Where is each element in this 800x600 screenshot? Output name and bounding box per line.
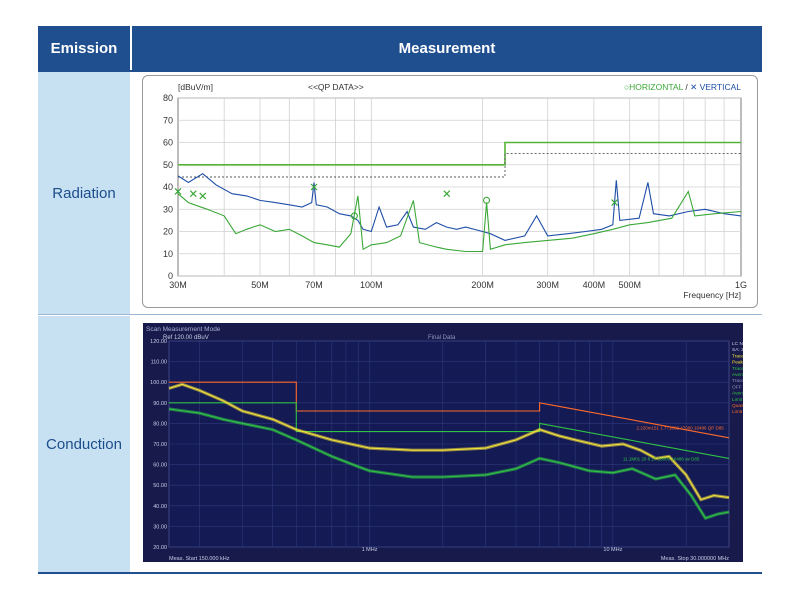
y-tick-label: 60	[163, 138, 173, 148]
series-average	[168, 408, 730, 519]
side-legend-item: Peak	[732, 360, 743, 366]
reference-level: Ref 120.00 dBuV	[163, 335, 209, 341]
qp-data-label: <<QP DATA>>	[308, 82, 364, 92]
x-tick-label: 300M	[536, 280, 559, 290]
y-tick-label: 120.00	[150, 339, 167, 345]
peak-annotation: 11.1M01 20 8 17.18000 10486 av D85	[623, 456, 700, 461]
header-divider	[38, 70, 762, 72]
y-tick-label: 40	[163, 182, 173, 192]
table-bottom-rule	[38, 572, 762, 574]
series-peak	[168, 383, 730, 501]
y-axis-label: [dBuV/m]	[178, 82, 213, 92]
side-legend-item: Average	[732, 391, 743, 397]
side-legend-item: LC Nest	[732, 341, 743, 347]
radiation-label: Radiation	[38, 72, 130, 314]
y-tick-label: 50.00	[153, 483, 167, 489]
conduction-chart-frame: Scan Measurement Mode Ref 120.00 dBuV Fina…	[143, 323, 752, 562]
measurement-header: Measurement	[132, 26, 762, 70]
legend: ○HORIZONTAL / ✕ VERTICAL	[624, 82, 741, 92]
conduction-chart: Scan Measurement Mode Ref 120.00 dBuV Fina…	[146, 326, 752, 562]
horizontal-peak-marker	[483, 196, 491, 204]
y-tick-label: 80	[163, 93, 173, 103]
emission-header: Emission	[38, 26, 130, 70]
series-vertical	[177, 173, 742, 241]
side-legend-item: Average	[732, 372, 743, 378]
y-tick-label: 70	[163, 115, 173, 125]
x-tick-label: 200M	[471, 280, 494, 290]
y-tick-label: 80.00	[153, 421, 167, 427]
meas-stop: Meas. Stop 30.000000 MHz	[661, 556, 729, 562]
x-tick-label: 10 MHz	[603, 547, 622, 553]
x-tick-label: 70M	[305, 280, 323, 290]
y-tick-label: 70.00	[153, 442, 167, 448]
vertical-peak-marker	[189, 190, 197, 198]
vertical-peak-marker	[174, 188, 182, 195]
y-tick-label: 90.00	[153, 401, 167, 407]
vertical-peak-marker	[199, 192, 207, 200]
conduction-label: Conduction	[38, 316, 130, 572]
y-tick-label: 50	[163, 160, 173, 170]
side-legend-item: Trace2	[732, 366, 743, 372]
final-data-label: Final Data	[428, 335, 456, 341]
vertical-peak-marker	[443, 190, 451, 198]
side-legend-item: Limit Def	[732, 409, 743, 415]
side-legend-item: Trace3	[732, 378, 743, 384]
y-tick-label: 30	[163, 204, 173, 214]
margin-line	[178, 153, 741, 178]
limit-average	[169, 402, 730, 459]
side-legend-item: SA: 20	[732, 347, 743, 353]
x-axis-label: Frequency [Hz]	[683, 290, 741, 300]
x-tick-label: 100M	[360, 280, 383, 290]
peak-annotation: 2.220m151 1.771002 47000 10486 QP D85	[636, 426, 724, 431]
vertical-peak-marker	[310, 183, 318, 191]
series-horizontal	[177, 190, 742, 253]
side-legend-item: OFF	[732, 384, 742, 390]
meas-start: Meas. Start 150.000 kHz	[169, 556, 230, 562]
x-tick-label: 1 MHz	[362, 547, 378, 553]
row-divider	[38, 314, 762, 315]
y-tick-label: 10	[163, 249, 173, 259]
y-tick-label: 0	[168, 271, 173, 281]
y-tick-label: 110.00	[151, 360, 167, 366]
x-tick-label: 500M	[618, 280, 641, 290]
scan-title: Scan Measurement Mode	[146, 326, 221, 333]
y-tick-label: 20	[163, 227, 173, 237]
vertical-peak-marker	[611, 199, 618, 206]
side-legend-item: Limit Def	[732, 397, 743, 403]
x-tick-label: 30M	[169, 280, 187, 290]
y-tick-label: 60.00	[153, 463, 167, 469]
y-tick-label: 20.00	[153, 545, 167, 551]
y-tick-label: 100.00	[150, 380, 167, 386]
horizontal-peak-marker	[350, 212, 358, 220]
y-tick-label: 30.00	[153, 524, 167, 530]
side-legend-item: Trace1	[732, 353, 743, 359]
limit-line	[178, 141, 741, 166]
x-tick-label: 1G	[735, 280, 747, 290]
radiation-chart: 0 10 20 30 40 50 60 70 80 30M 50M 70M 100M 200M 300M 40…	[163, 82, 747, 300]
limit-quasi-peak	[169, 381, 730, 439]
radiation-chart-frame: 0 10 20 30 40 50 60 70 80 30M 50M 70M 100M 200M 300M 40…	[142, 75, 758, 308]
x-tick-label: 50M	[251, 280, 269, 290]
side-legend-item: Quasi-Pk	[732, 403, 743, 409]
y-tick-label: 40.00	[153, 504, 167, 510]
x-tick-label: 400M	[583, 280, 606, 290]
